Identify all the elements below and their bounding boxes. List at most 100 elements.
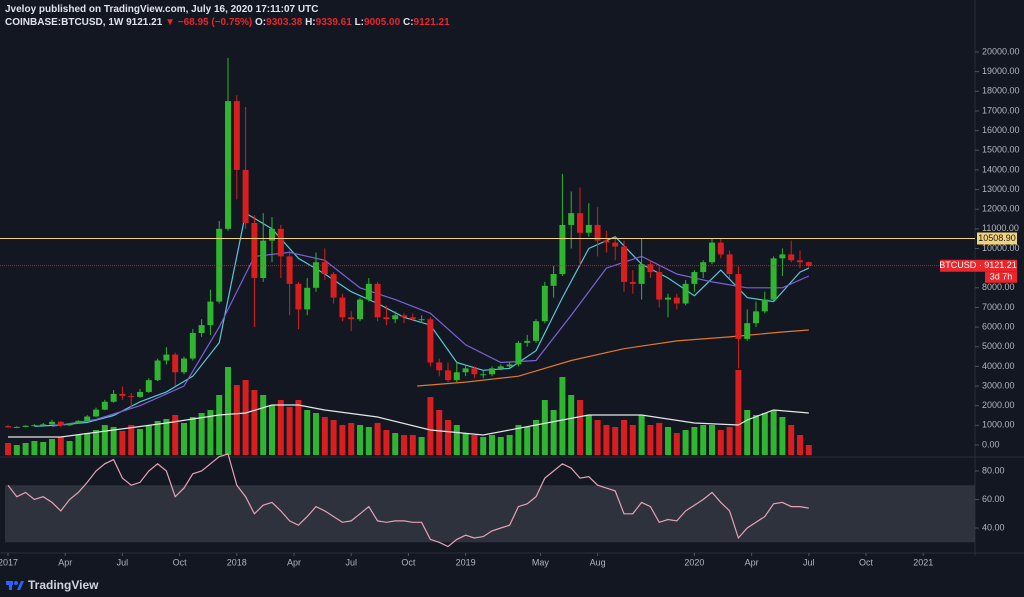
candle-body — [700, 262, 707, 273]
volume-bar — [656, 423, 663, 455]
y-tick-label: 40.00 — [982, 522, 1005, 532]
volume-bar — [506, 435, 513, 455]
price-label: BTCUSD · 9121.21 — [939, 260, 1017, 270]
candle-body — [594, 224, 601, 241]
x-tick-label: 2018 — [227, 557, 247, 567]
candle-body — [101, 401, 108, 410]
volume-bar — [621, 420, 628, 455]
volume-bar — [471, 435, 478, 455]
candle-body — [471, 368, 478, 375]
countdown-box — [985, 271, 1017, 283]
candle-body — [172, 354, 179, 373]
volume-bar — [717, 430, 724, 455]
volume-bar — [383, 430, 390, 455]
x-tick-label: May — [532, 557, 550, 567]
candle-body — [761, 299, 768, 312]
moving-average — [8, 404, 809, 438]
volume-bar — [480, 437, 487, 455]
candle-body — [242, 169, 249, 223]
candle-body — [453, 372, 460, 381]
candle-body — [480, 374, 487, 376]
volume-bar — [13, 445, 20, 455]
candle-body — [13, 426, 20, 428]
candle-body — [383, 317, 390, 320]
volume-bar — [744, 410, 751, 455]
x-tick-label: Jul — [117, 557, 129, 567]
volume-bar — [172, 415, 179, 455]
volume-bar — [647, 425, 654, 455]
volume-bar — [568, 395, 575, 455]
volume-bar — [374, 423, 381, 455]
x-tick-label: Aug — [590, 557, 606, 567]
candle-body — [515, 342, 522, 365]
candle-body — [603, 240, 610, 243]
volume-bar — [541, 400, 548, 455]
volume-bar — [313, 413, 320, 455]
candle-body — [612, 242, 619, 247]
candle-body — [392, 315, 399, 320]
x-tick-label: 2021 — [913, 557, 933, 567]
candle-body — [216, 228, 223, 302]
rsi-band — [5, 485, 975, 543]
volume-bar — [709, 425, 716, 455]
volume-bar — [418, 437, 425, 455]
volume-bar — [93, 430, 100, 455]
volume-bar — [524, 427, 531, 455]
volume-bar — [691, 427, 698, 455]
volume-bar — [462, 433, 469, 455]
volume-bar — [286, 407, 293, 455]
volume-bar — [137, 429, 144, 455]
candle-body — [198, 325, 205, 333]
candle-body — [374, 283, 381, 318]
x-tick-label: Apr — [58, 557, 72, 567]
volume-bar — [260, 395, 267, 455]
volume-bar — [445, 420, 452, 455]
volume-bar — [75, 435, 82, 455]
footer: TradingView — [6, 578, 98, 592]
x-tick-label: 2019 — [456, 557, 476, 567]
candle-body — [717, 242, 724, 255]
candle-body — [93, 409, 100, 417]
volume-bar — [163, 419, 170, 455]
y-tick-label: 7000.00 — [982, 302, 1015, 312]
volume-bar — [603, 425, 610, 455]
candle-body — [568, 213, 575, 225]
volume-bar — [101, 425, 108, 455]
candle-body — [709, 242, 716, 263]
author-line: Jveloy published on TradingView.com, Jul… — [5, 4, 319, 15]
candle-body — [427, 319, 434, 363]
moving-average — [417, 329, 809, 387]
price-label-box — [940, 259, 1017, 272]
volume-bar — [409, 435, 416, 455]
y-tick-label: 15000.00 — [982, 145, 1020, 155]
volume-bar — [779, 417, 786, 455]
candle-body — [445, 370, 452, 381]
volume-bar — [154, 421, 161, 455]
candle-body — [145, 380, 152, 392]
y-tick-label: 3000.00 — [982, 380, 1015, 390]
volume-bar — [189, 417, 196, 455]
volume-bar — [365, 427, 372, 455]
volume-bar — [392, 433, 399, 455]
candle-body — [638, 264, 645, 284]
ohlc-label: C: — [402, 17, 414, 28]
candle-body — [286, 256, 293, 284]
y-tick-label: 20000.00 — [982, 46, 1020, 56]
candle-body — [357, 299, 364, 320]
volume-bar — [453, 425, 460, 455]
candle-body — [797, 260, 804, 263]
volume-bar — [321, 417, 328, 455]
ohlc-value: 9339.61 — [315, 17, 352, 28]
y-tick-label: 18000.00 — [982, 86, 1020, 96]
candle-body — [313, 262, 320, 288]
candle-body — [533, 321, 540, 341]
logo — [6, 581, 24, 590]
candle-body — [462, 368, 469, 373]
last-price: 9121.21 — [126, 17, 163, 28]
ohlc-label: L: — [354, 17, 365, 28]
header: Jveloy published on TradingView.com, Jul… — [5, 3, 450, 29]
candle-body — [163, 354, 170, 361]
volume-bar — [515, 425, 522, 455]
candle-body — [673, 297, 680, 304]
